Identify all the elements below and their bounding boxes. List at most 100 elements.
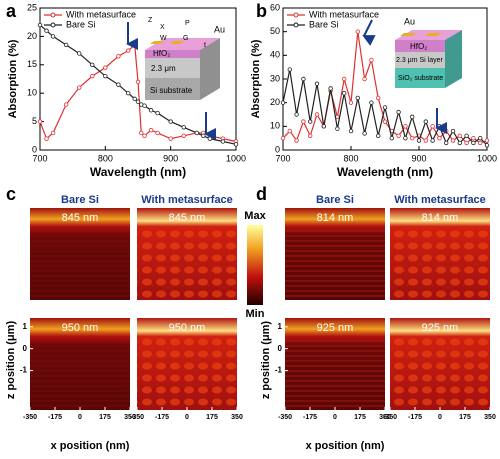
data-point (342, 76, 347, 82)
data-point (355, 95, 360, 101)
data-point (450, 128, 456, 134)
data-point (308, 133, 313, 138)
y-tick-label: 15 (27, 59, 37, 69)
x-tick-label: 350 (484, 414, 496, 421)
data-point (321, 124, 326, 129)
inset-schematic (145, 38, 220, 100)
data-point (308, 119, 313, 124)
data-point (194, 130, 199, 136)
data-point (148, 127, 154, 133)
data-point (389, 135, 394, 141)
data-point (44, 136, 49, 141)
x-tick-label: -350 (130, 414, 144, 421)
data-point (410, 114, 415, 120)
legend-label: With metasurface (66, 9, 136, 19)
x-tick-label: -350 (23, 414, 37, 421)
data-point (464, 140, 469, 146)
legend-marker (50, 12, 56, 18)
wavelength-label: 814 nm (317, 212, 354, 224)
data-point (457, 133, 462, 138)
x-axis-label: Wavelength (nm) (337, 165, 433, 179)
data-point (410, 135, 415, 141)
field-texture (390, 338, 490, 410)
data-point (423, 138, 428, 143)
z-tick-label: -1 (275, 366, 283, 375)
x-tick-label: 700 (32, 153, 47, 163)
data-point (135, 99, 141, 104)
y-tick-label: 10 (27, 88, 37, 98)
data-point (44, 28, 49, 33)
plot-frame (39, 7, 237, 151)
watermark: 知乎 @optics光学世界 (369, 424, 488, 439)
z-tick-label: 1 (278, 322, 283, 331)
data-point (430, 138, 435, 143)
inset-label: X (160, 24, 165, 31)
x-tick-label: -175 (155, 414, 169, 421)
data-point (382, 105, 388, 110)
data-point (471, 135, 476, 141)
legend-label: Bare Si (309, 19, 339, 29)
data-point (132, 96, 137, 102)
data-point (355, 29, 360, 34)
y-tick-label: 60 (270, 2, 280, 12)
data-point (478, 135, 483, 141)
data-point (148, 108, 154, 113)
data-point (116, 54, 121, 59)
data-point (369, 100, 374, 105)
data-point (484, 138, 490, 143)
data-point (294, 138, 299, 143)
field-texture (285, 228, 385, 300)
x-tick-label: 350 (231, 414, 243, 421)
data-point (301, 76, 306, 82)
x-tick-label: 175 (459, 414, 471, 421)
field-texture (137, 228, 237, 300)
panel-label: c (6, 184, 16, 204)
data-point (233, 142, 239, 147)
data-point (444, 128, 449, 134)
x-tick-label: -175 (408, 414, 422, 421)
data-point (76, 51, 82, 56)
data-point (444, 140, 449, 146)
data-point (142, 103, 147, 108)
data-point (125, 90, 131, 96)
z-axis-label: z position (μm) (260, 321, 272, 400)
column-title: Bare Si (61, 194, 99, 206)
inset-schematic (395, 30, 462, 88)
x-tick-label: -175 (48, 414, 62, 421)
inset-label: SiO₂ substrate (398, 75, 443, 82)
x-axis-label: Wavelength (nm) (90, 165, 186, 179)
data-point (37, 119, 43, 124)
x-tick-label: 175 (354, 414, 366, 421)
inset-label: t (204, 42, 206, 49)
legend-marker (293, 12, 299, 18)
arrow (362, 19, 376, 46)
data-point (416, 138, 422, 143)
x-axis-label: x position (nm) (306, 440, 385, 452)
x-tick-label: 0 (78, 414, 82, 421)
data-point (37, 22, 43, 28)
data-point (423, 119, 428, 124)
data-point (125, 48, 131, 53)
inset-label: HfO₂ (153, 49, 170, 58)
data-point (90, 73, 95, 79)
inset-label: Si substrate (150, 86, 193, 95)
data-point (287, 128, 292, 134)
data-point (437, 135, 442, 141)
x-tick-label: 800 (98, 153, 113, 163)
data-point (314, 112, 320, 117)
y-tick-label: 50 (270, 26, 280, 36)
x-tick-label: 350 (124, 414, 136, 421)
wavelength-label: 925 nm (317, 322, 354, 334)
data-point (396, 109, 401, 115)
x-tick-label: -350 (278, 414, 292, 421)
y-tick-label: 40 (270, 50, 280, 60)
x-tick-label: 0 (333, 414, 337, 421)
data-point (155, 130, 160, 136)
x-axis-label: x position (nm) (51, 440, 130, 452)
y-axis-label: Absorption (%) (7, 39, 19, 118)
data-point (376, 133, 381, 138)
field-texture (30, 228, 130, 300)
x-tick-label: 1000 (226, 153, 246, 163)
